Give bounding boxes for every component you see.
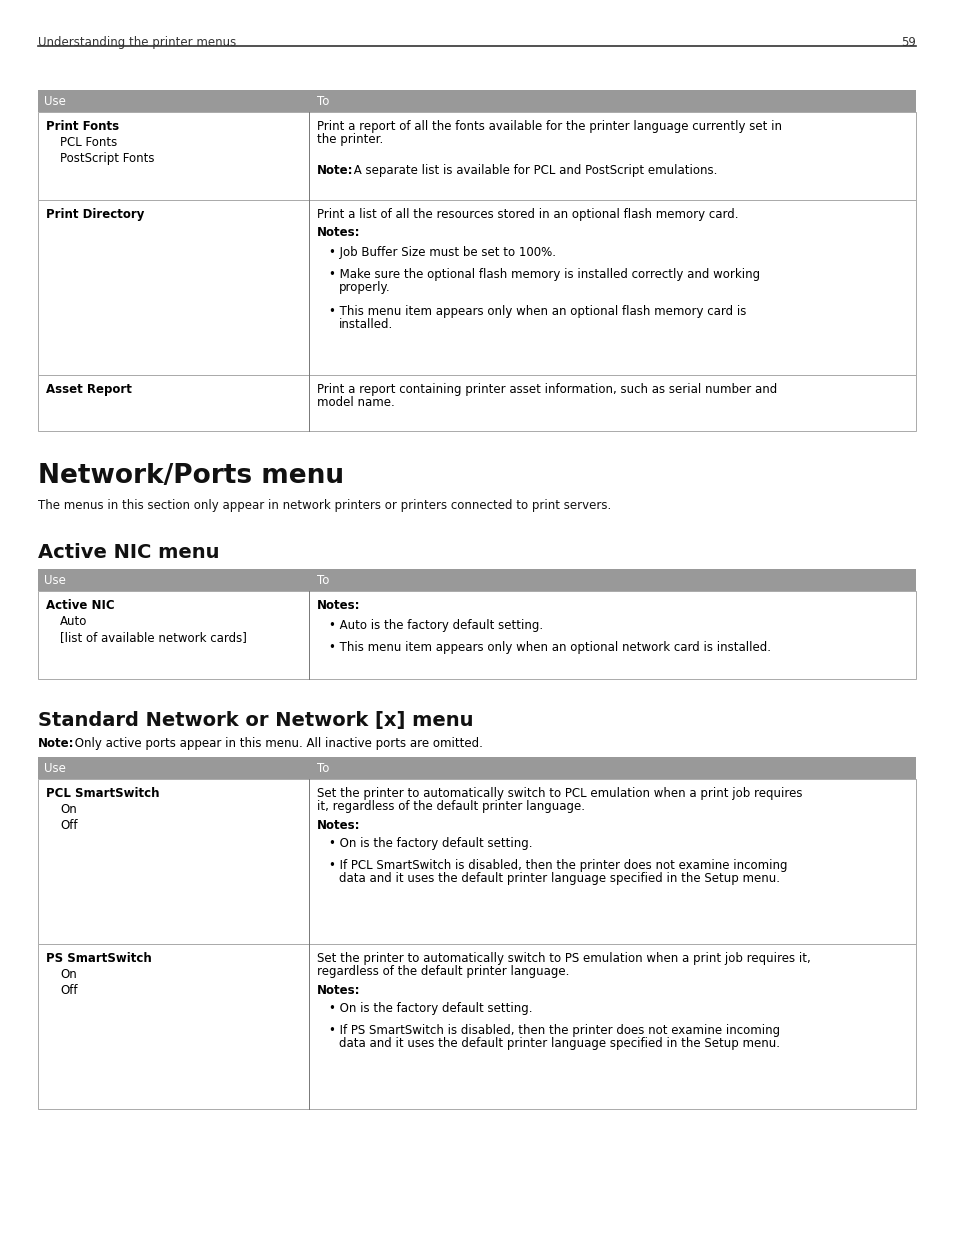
Text: • This menu item appears only when an optional network card is installed.: • This menu item appears only when an op… xyxy=(329,641,770,655)
Text: Active NIC menu: Active NIC menu xyxy=(38,543,219,562)
Text: data and it uses the default printer language specified in the Setup menu.: data and it uses the default printer lan… xyxy=(338,872,780,885)
Text: • Job Buffer Size must be set to 100%.: • Job Buffer Size must be set to 100%. xyxy=(329,246,556,259)
Text: To: To xyxy=(316,574,329,587)
Text: PostScript Fonts: PostScript Fonts xyxy=(60,152,154,165)
Text: Use: Use xyxy=(44,95,66,107)
Text: Note:: Note: xyxy=(38,737,74,750)
Text: Off: Off xyxy=(60,819,77,832)
Text: PCL Fonts: PCL Fonts xyxy=(60,136,117,149)
Text: data and it uses the default printer language specified in the Setup menu.: data and it uses the default printer lan… xyxy=(338,1037,780,1050)
Text: Use: Use xyxy=(44,762,66,776)
Text: Print a list of all the resources stored in an optional flash memory card.: Print a list of all the resources stored… xyxy=(316,207,738,221)
Text: To: To xyxy=(316,95,329,107)
Text: it, regardless of the default printer language.: it, regardless of the default printer la… xyxy=(316,800,584,813)
Text: Understanding the printer menus: Understanding the printer menus xyxy=(38,36,236,49)
Bar xyxy=(38,592,915,679)
Text: Set the printer to automatically switch to PCL emulation when a print job requir: Set the printer to automatically switch … xyxy=(316,787,801,800)
Bar xyxy=(38,90,915,112)
Text: PS SmartSwitch: PS SmartSwitch xyxy=(46,952,152,965)
Text: • On is the factory default setting.: • On is the factory default setting. xyxy=(329,1002,532,1015)
Text: the printer.: the printer. xyxy=(316,133,383,146)
Text: 59: 59 xyxy=(901,36,915,49)
Text: Network/Ports menu: Network/Ports menu xyxy=(38,463,344,489)
Text: A separate list is available for PCL and PostScript emulations.: A separate list is available for PCL and… xyxy=(350,164,717,177)
Text: Notes:: Notes: xyxy=(316,226,360,240)
Text: • On is the factory default setting.: • On is the factory default setting. xyxy=(329,837,532,850)
Text: Set the printer to automatically switch to PS emulation when a print job require: Set the printer to automatically switch … xyxy=(316,952,810,965)
Text: Asset Report: Asset Report xyxy=(46,383,132,396)
Text: Notes:: Notes: xyxy=(316,819,360,832)
Text: PCL SmartSwitch: PCL SmartSwitch xyxy=(46,787,159,800)
Text: On: On xyxy=(60,968,76,981)
Text: Off: Off xyxy=(60,984,77,997)
Text: Only active ports appear in this menu. All inactive ports are omitted.: Only active ports appear in this menu. A… xyxy=(71,737,482,750)
Bar xyxy=(38,200,915,375)
Text: • This menu item appears only when an optional flash memory card is: • This menu item appears only when an op… xyxy=(329,305,745,317)
Text: installed.: installed. xyxy=(338,317,393,331)
Bar xyxy=(38,569,915,592)
Text: Auto: Auto xyxy=(60,615,88,629)
Text: Print a report containing printer asset information, such as serial number and: Print a report containing printer asset … xyxy=(316,383,777,396)
Text: model name.: model name. xyxy=(316,396,395,409)
Bar xyxy=(38,112,915,200)
Text: • Auto is the factory default setting.: • Auto is the factory default setting. xyxy=(329,619,542,632)
Text: On: On xyxy=(60,803,76,816)
Bar xyxy=(38,375,915,431)
Bar xyxy=(38,757,915,779)
Text: To: To xyxy=(316,762,329,776)
Text: Print Fonts: Print Fonts xyxy=(46,120,119,133)
Text: Note:: Note: xyxy=(316,164,354,177)
Text: Print a report of all the fonts available for the printer language currently set: Print a report of all the fonts availabl… xyxy=(316,120,781,133)
Text: • If PCL SmartSwitch is disabled, then the printer does not examine incoming: • If PCL SmartSwitch is disabled, then t… xyxy=(329,860,786,872)
Text: • Make sure the optional flash memory is installed correctly and working: • Make sure the optional flash memory is… xyxy=(329,268,760,282)
Text: regardless of the default printer language.: regardless of the default printer langua… xyxy=(316,965,569,978)
Text: Notes:: Notes: xyxy=(316,984,360,997)
Text: [list of available network cards]: [list of available network cards] xyxy=(60,631,247,643)
Text: Print Directory: Print Directory xyxy=(46,207,144,221)
Text: The menus in this section only appear in network printers or printers connected : The menus in this section only appear in… xyxy=(38,499,611,513)
Text: properly.: properly. xyxy=(338,282,390,294)
Text: • If PS SmartSwitch is disabled, then the printer does not examine incoming: • If PS SmartSwitch is disabled, then th… xyxy=(329,1024,780,1037)
Text: Use: Use xyxy=(44,574,66,587)
Text: Standard Network or Network [x] menu: Standard Network or Network [x] menu xyxy=(38,711,473,730)
Bar xyxy=(38,779,915,944)
Bar xyxy=(38,944,915,1109)
Text: Notes:: Notes: xyxy=(316,599,360,613)
Text: Active NIC: Active NIC xyxy=(46,599,114,613)
